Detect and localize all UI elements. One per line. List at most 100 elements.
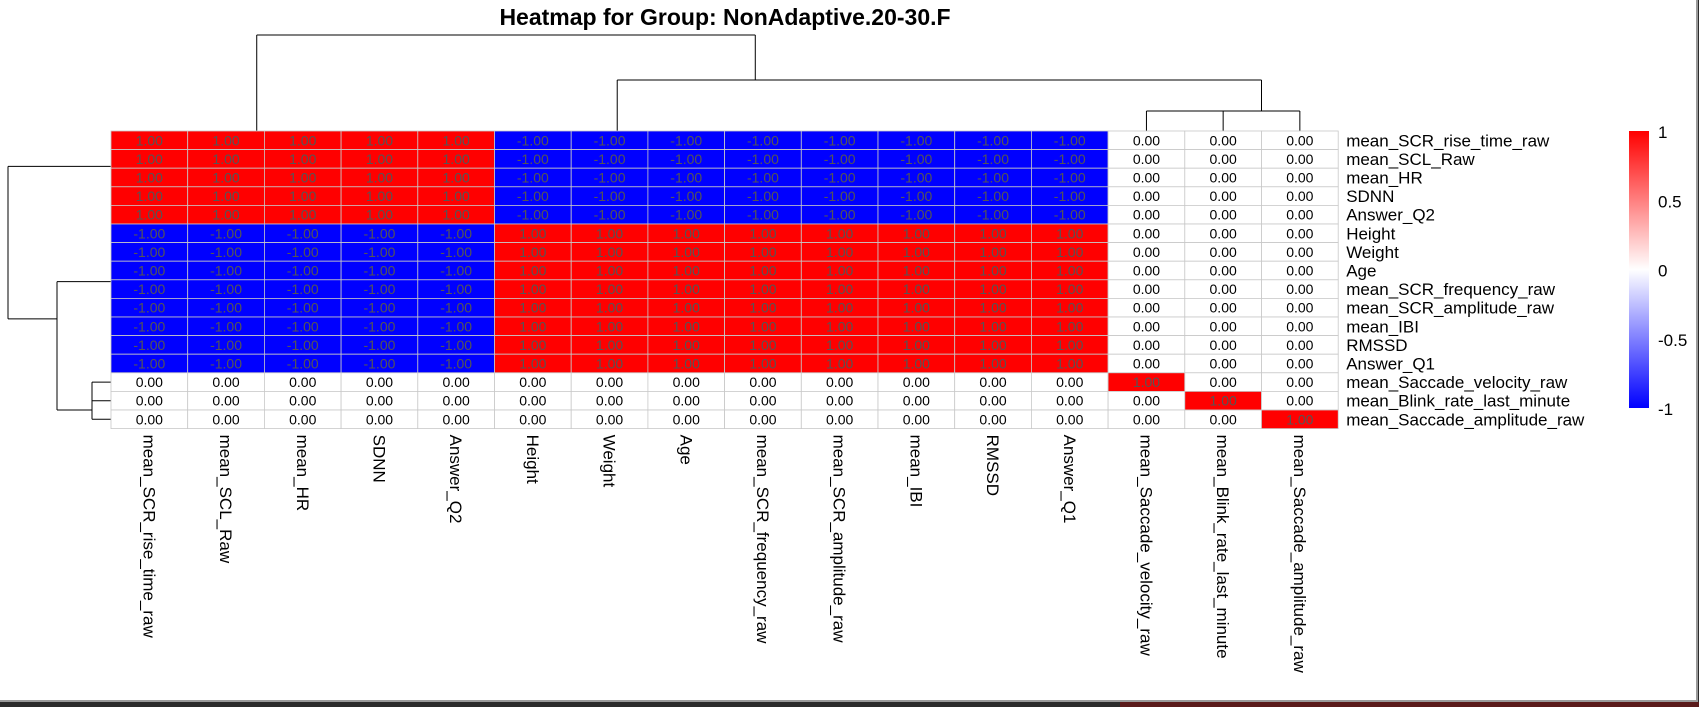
cell-value-label: 1.00 — [979, 356, 1006, 372]
color-legend-bar — [1629, 131, 1649, 408]
cell-value-label: 0.00 — [979, 374, 1006, 390]
cell-value-label: -1.00 — [287, 225, 319, 241]
cell-value-label: 1.00 — [596, 300, 623, 316]
cell-value-label: 1.00 — [749, 318, 776, 334]
cell-value-label: -1.00 — [440, 225, 472, 241]
cell-value-label: 1.00 — [136, 188, 163, 204]
cell-value-label: -1.00 — [287, 337, 319, 353]
cell-value-label: -1.00 — [747, 170, 779, 186]
cell-value-label: 0.00 — [1286, 281, 1313, 297]
cell-value-label: 1.00 — [1056, 300, 1083, 316]
row-dendrogram — [7, 165, 111, 420]
cell-value-label: 1.00 — [979, 300, 1006, 316]
chart-title: Heatmap for Group: NonAdaptive.20-30.F — [499, 4, 950, 30]
cell-value-label: 1.00 — [826, 263, 853, 279]
cell-value-label: 0.00 — [519, 374, 546, 390]
cell-value-label: 1.00 — [1056, 318, 1083, 334]
cell-value-label: -1.00 — [824, 151, 856, 167]
cell-value-label: -1.00 — [594, 207, 626, 223]
cell-value-label: 1.00 — [979, 263, 1006, 279]
cell-value-label: -1.00 — [900, 170, 932, 186]
cell-value-label: -1.00 — [977, 207, 1009, 223]
cell-value-label: 1.00 — [979, 225, 1006, 241]
cell-value-label: -1.00 — [210, 300, 242, 316]
cell-value-label: 0.00 — [1133, 244, 1160, 260]
cell-value-label: 1.00 — [519, 281, 546, 297]
cell-value-label: 1.00 — [136, 170, 163, 186]
cell-value-label: 0.00 — [1133, 300, 1160, 316]
legend-tick-label: -1 — [1658, 400, 1673, 419]
cell-value-label: 1.00 — [903, 225, 930, 241]
cell-value-label: 1.00 — [366, 170, 393, 186]
cell-value-label: 1.00 — [903, 318, 930, 334]
cell-value-label: -1.00 — [440, 300, 472, 316]
cell-value-label: 1.00 — [1056, 337, 1083, 353]
cell-value-label: -1.00 — [363, 337, 395, 353]
row-label: mean_SCL_Raw — [1346, 150, 1475, 169]
column-label: RMSSD — [983, 435, 1002, 496]
cell-value-label: -1.00 — [440, 337, 472, 353]
cell-value-label: 0.00 — [1210, 318, 1237, 334]
color-legend: 1 0.5 0 -0.5 -1 — [1629, 123, 1687, 419]
cell-value-label: 0.00 — [903, 393, 930, 409]
cell-value-label: 0.00 — [596, 374, 623, 390]
cell-value-label: 0.00 — [749, 393, 776, 409]
cell-value-label: 1.00 — [903, 263, 930, 279]
cell-value-label: 0.00 — [1210, 225, 1237, 241]
cell-value-label: 0.00 — [1210, 170, 1237, 186]
cell-value-label: 0.00 — [1210, 207, 1237, 223]
cell-value-label: -1.00 — [210, 356, 242, 372]
cell-value-label: 0.00 — [289, 374, 316, 390]
cell-value-label: -1.00 — [900, 207, 932, 223]
cell-value-label: 0.00 — [1133, 337, 1160, 353]
cell-value-label: -1.00 — [363, 263, 395, 279]
cell-value-label: -1.00 — [287, 281, 319, 297]
cell-value-label: -1.00 — [670, 132, 702, 148]
row-label: mean_Saccade_amplitude_raw — [1346, 410, 1585, 429]
cell-value-label: 1.00 — [1133, 374, 1160, 390]
column-label: mean_SCR_rise_time_raw — [139, 435, 158, 639]
cell-value-label: 1.00 — [289, 207, 316, 223]
cell-value-label: -1.00 — [1054, 188, 1086, 204]
cell-value-label: 0.00 — [903, 411, 930, 427]
cell-value-label: 0.00 — [1210, 356, 1237, 372]
row-label: Height — [1346, 224, 1395, 243]
cell-value-label: -1.00 — [977, 188, 1009, 204]
cell-value-label: 1.00 — [289, 170, 316, 186]
cell-value-label: 0.00 — [673, 411, 700, 427]
cell-value-label: 1.00 — [519, 244, 546, 260]
cell-value-label: 0.00 — [1133, 393, 1160, 409]
cell-value-label: -1.00 — [363, 318, 395, 334]
cell-value-label: 0.00 — [1133, 132, 1160, 148]
cell-value-label: 0.00 — [826, 393, 853, 409]
cell-value-label: 1.00 — [212, 132, 239, 148]
cell-value-label: 0.00 — [749, 374, 776, 390]
cell-value-label: -1.00 — [517, 151, 549, 167]
cell-value-label: 1.00 — [1056, 244, 1083, 260]
row-label: Weight — [1346, 243, 1399, 262]
legend-tick-label: 1 — [1658, 123, 1667, 142]
column-label: Age — [676, 435, 695, 465]
cell-value-label: 0.00 — [1133, 318, 1160, 334]
cell-value-label: 0.00 — [289, 411, 316, 427]
cell-value-label: 0.00 — [1056, 374, 1083, 390]
cell-value-label: -1.00 — [900, 132, 932, 148]
cell-value-label: 1.00 — [903, 281, 930, 297]
cell-value-label: -1.00 — [440, 356, 472, 372]
cell-value-label: 1.00 — [212, 151, 239, 167]
cell-value-label: 1.00 — [749, 300, 776, 316]
cell-value-label: -1.00 — [824, 170, 856, 186]
color-legend-ticks: 1 0.5 0 -0.5 -1 — [1658, 123, 1687, 419]
cell-value-label: 0.00 — [1133, 207, 1160, 223]
column-label: Weight — [600, 435, 619, 488]
cell-value-label: 1.00 — [596, 318, 623, 334]
cell-value-label: -1.00 — [440, 318, 472, 334]
cell-value-label: -1.00 — [747, 132, 779, 148]
cell-value-label: 0.00 — [1133, 356, 1160, 372]
cell-value-label: -1.00 — [440, 263, 472, 279]
column-label: mean_SCL_Raw — [216, 435, 235, 564]
cell-value-label: 1.00 — [519, 356, 546, 372]
cell-value-label: 1.00 — [366, 132, 393, 148]
cell-value-label: 0.00 — [1286, 337, 1313, 353]
